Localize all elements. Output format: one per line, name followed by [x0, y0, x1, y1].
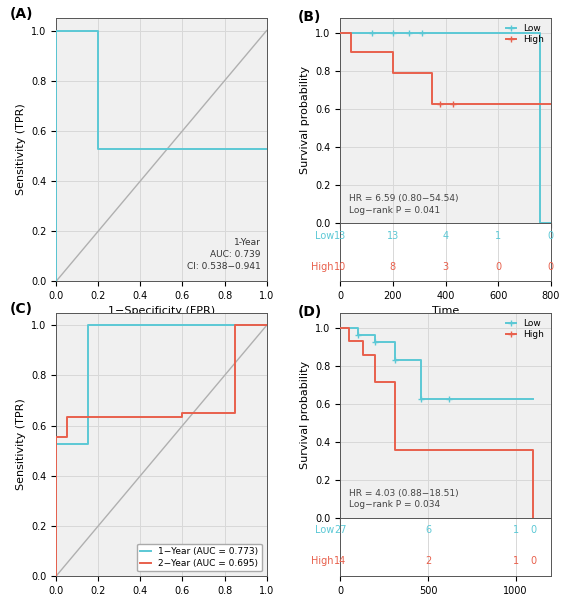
- 2−Year (AUC = 0.695): [263, 322, 270, 329]
- Line: 2−Year (AUC = 0.695): 2−Year (AUC = 0.695): [56, 325, 266, 576]
- Text: 1: 1: [513, 556, 519, 566]
- 1−Year (AUC = 0.773): [106, 322, 112, 329]
- Text: 6: 6: [425, 526, 431, 535]
- Text: 13: 13: [387, 230, 399, 241]
- Text: 0: 0: [495, 262, 501, 272]
- 2−Year (AUC = 0.695): [64, 433, 70, 440]
- Text: 8: 8: [390, 262, 396, 272]
- Text: (B): (B): [298, 10, 321, 24]
- Text: (D): (D): [298, 305, 323, 319]
- Legend: Low, High: Low, High: [504, 23, 546, 46]
- 2−Year (AUC = 0.695): [53, 433, 60, 440]
- Text: HR = 6.59 (0.80−54.54)
Log−rank P = 0.041: HR = 6.59 (0.80−54.54) Log−rank P = 0.04…: [349, 194, 458, 215]
- Y-axis label: Sensitivity (TPR): Sensitivity (TPR): [16, 104, 25, 196]
- Text: High: High: [311, 556, 334, 566]
- Text: (A): (A): [10, 7, 33, 22]
- Text: 1: 1: [513, 526, 519, 535]
- 1−Year (AUC = 0.773): [84, 322, 91, 329]
- Text: 0: 0: [530, 526, 536, 535]
- Text: High: High: [311, 262, 334, 272]
- Y-axis label: Sensitivity (TPR): Sensitivity (TPR): [16, 398, 25, 490]
- Text: Low: Low: [315, 230, 334, 241]
- Text: Low: Low: [315, 526, 334, 535]
- Y-axis label: Survival probability: Survival probability: [300, 361, 310, 469]
- Legend: Low, High: Low, High: [504, 317, 546, 341]
- Text: 10: 10: [334, 262, 346, 272]
- 2−Year (AUC = 0.695): [232, 409, 238, 416]
- 1−Year (AUC = 0.773): [84, 440, 91, 448]
- 2−Year (AUC = 0.695): [95, 413, 102, 421]
- 2−Year (AUC = 0.695): [53, 572, 60, 580]
- Text: 0: 0: [548, 262, 554, 272]
- 2−Year (AUC = 0.695): [179, 413, 186, 421]
- X-axis label: Time: Time: [432, 307, 459, 316]
- 2−Year (AUC = 0.695): [64, 413, 70, 421]
- Text: 4: 4: [442, 230, 448, 241]
- Text: (C): (C): [10, 302, 33, 316]
- Text: 13: 13: [334, 230, 346, 241]
- Text: 14: 14: [334, 556, 346, 566]
- 1−Year (AUC = 0.773): [106, 322, 112, 329]
- Text: 0: 0: [530, 556, 536, 566]
- Text: 27: 27: [334, 526, 347, 535]
- 2−Year (AUC = 0.695): [232, 322, 238, 329]
- Legend: 1−Year (AUC = 0.773), 2−Year (AUC = 0.695): 1−Year (AUC = 0.773), 2−Year (AUC = 0.69…: [137, 544, 262, 571]
- Text: 2: 2: [425, 556, 431, 566]
- Y-axis label: Survival probability: Survival probability: [300, 66, 310, 175]
- Text: HR = 4.03 (0.88−18.51)
Log−rank P = 0.034: HR = 4.03 (0.88−18.51) Log−rank P = 0.03…: [349, 488, 459, 509]
- X-axis label: 1−Specificity (FPR): 1−Specificity (FPR): [108, 307, 215, 316]
- 2−Year (AUC = 0.695): [95, 413, 102, 421]
- Text: 3: 3: [442, 262, 448, 272]
- Text: 0: 0: [548, 230, 554, 241]
- Line: 1−Year (AUC = 0.773): 1−Year (AUC = 0.773): [56, 325, 266, 576]
- 2−Year (AUC = 0.695): [179, 409, 186, 416]
- Text: 1: 1: [495, 230, 501, 241]
- 1−Year (AUC = 0.773): [53, 572, 60, 580]
- 1−Year (AUC = 0.773): [263, 322, 270, 329]
- 1−Year (AUC = 0.773): [53, 440, 60, 448]
- Text: 1-Year
AUC: 0.739
CI: 0.538−0.941: 1-Year AUC: 0.739 CI: 0.538−0.941: [187, 238, 260, 271]
